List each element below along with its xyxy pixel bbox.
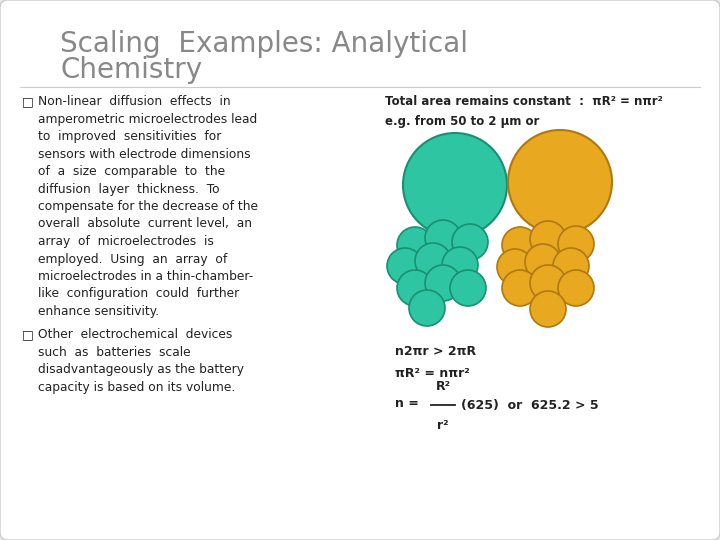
Text: Scaling  Examples: Analytical: Scaling Examples: Analytical bbox=[60, 30, 468, 58]
Circle shape bbox=[415, 243, 451, 279]
Circle shape bbox=[530, 221, 566, 257]
Circle shape bbox=[425, 220, 461, 256]
Circle shape bbox=[409, 290, 445, 326]
Text: microelectrodes in a thin-chamber-: microelectrodes in a thin-chamber- bbox=[38, 270, 253, 283]
Text: employed.  Using  an  array  of: employed. Using an array of bbox=[38, 253, 228, 266]
Text: n =: n = bbox=[395, 397, 423, 410]
Text: Chemistry: Chemistry bbox=[60, 56, 202, 84]
Circle shape bbox=[452, 224, 488, 260]
Text: R²: R² bbox=[436, 380, 451, 393]
Circle shape bbox=[397, 227, 433, 263]
Text: □: □ bbox=[22, 95, 34, 108]
Text: e.g. from 50 to 2 μm or: e.g. from 50 to 2 μm or bbox=[385, 115, 539, 128]
Text: disadvantageously as the battery: disadvantageously as the battery bbox=[38, 363, 244, 376]
Circle shape bbox=[502, 227, 538, 263]
Text: Total area remains constant  :  πR² = nπr²: Total area remains constant : πR² = nπr² bbox=[385, 95, 662, 108]
Circle shape bbox=[553, 248, 589, 284]
Text: capacity is based on its volume.: capacity is based on its volume. bbox=[38, 381, 235, 394]
Circle shape bbox=[425, 265, 461, 301]
Text: Non-linear  diffusion  effects  in: Non-linear diffusion effects in bbox=[38, 95, 230, 108]
Text: amperometric microelectrodes lead: amperometric microelectrodes lead bbox=[38, 112, 257, 125]
Text: sensors with electrode dimensions: sensors with electrode dimensions bbox=[38, 147, 251, 160]
Text: diffusion  layer  thickness.  To: diffusion layer thickness. To bbox=[38, 183, 220, 195]
Circle shape bbox=[497, 249, 533, 285]
Text: enhance sensitivity.: enhance sensitivity. bbox=[38, 305, 159, 318]
Text: (625)  or  625.2 > 5: (625) or 625.2 > 5 bbox=[461, 399, 598, 411]
Circle shape bbox=[502, 270, 538, 306]
Circle shape bbox=[442, 247, 478, 283]
Circle shape bbox=[403, 133, 507, 237]
Circle shape bbox=[558, 226, 594, 262]
Circle shape bbox=[450, 270, 486, 306]
Circle shape bbox=[530, 265, 566, 301]
Text: n2πr > 2πR: n2πr > 2πR bbox=[395, 345, 476, 358]
Circle shape bbox=[387, 248, 423, 284]
Text: πR² = nπr²: πR² = nπr² bbox=[395, 367, 469, 380]
Text: like  configuration  could  further: like configuration could further bbox=[38, 287, 239, 300]
Circle shape bbox=[558, 270, 594, 306]
Text: such  as  batteries  scale: such as batteries scale bbox=[38, 346, 191, 359]
Text: of  a  size  comparable  to  the: of a size comparable to the bbox=[38, 165, 225, 178]
Text: overall  absolute  current level,  an: overall absolute current level, an bbox=[38, 218, 252, 231]
Text: Other  electrochemical  devices: Other electrochemical devices bbox=[38, 328, 233, 341]
Text: array  of  microelectrodes  is: array of microelectrodes is bbox=[38, 235, 214, 248]
Text: r²: r² bbox=[437, 419, 449, 432]
Text: to  improved  sensitivities  for: to improved sensitivities for bbox=[38, 130, 221, 143]
Circle shape bbox=[530, 291, 566, 327]
Text: compensate for the decrease of the: compensate for the decrease of the bbox=[38, 200, 258, 213]
Circle shape bbox=[508, 130, 612, 234]
Circle shape bbox=[525, 244, 561, 280]
Text: □: □ bbox=[22, 328, 34, 341]
Circle shape bbox=[397, 270, 433, 306]
